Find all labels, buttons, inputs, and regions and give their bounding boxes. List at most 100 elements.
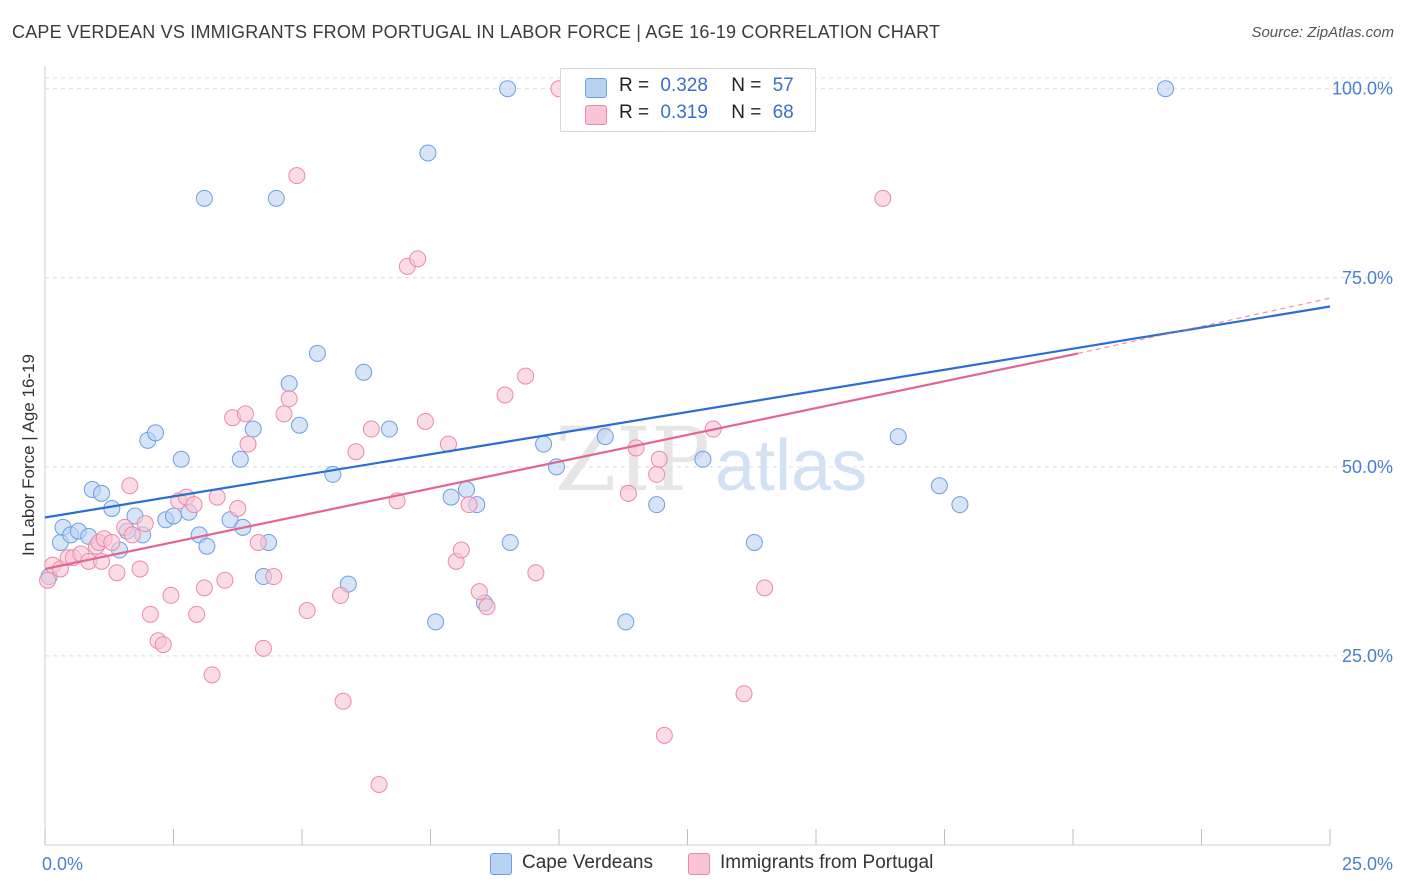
portugal-immigrant-point (141, 605, 159, 623)
portugal-immigrant-point (332, 586, 350, 604)
axes (44, 66, 1331, 846)
trend-lines (44, 297, 1331, 571)
cape-verdean-point (355, 363, 373, 381)
portugal-immigrant-point (648, 465, 666, 483)
portugal-immigrant-point (655, 726, 673, 744)
cape-verdean-point (535, 435, 553, 453)
cape-verdean-point (1157, 80, 1175, 98)
portugal-immigrant-point (123, 526, 141, 544)
portugal-immigrant-point (496, 386, 514, 404)
cape-verdean-point (308, 344, 326, 362)
cape-verdean-point (172, 450, 190, 468)
cape-verdean-point (457, 481, 475, 499)
cape-verdean-point (442, 488, 460, 506)
portugal-immigrant-point (249, 533, 267, 551)
portugal-immigrant-point (288, 167, 306, 185)
cape-verdean-point (231, 450, 249, 468)
n-label: N = (731, 75, 762, 96)
legend-label: Immigrants from Portugal (720, 852, 934, 873)
n-value: 57 (772, 75, 794, 96)
portugal-immigrant-point (334, 692, 352, 710)
portugal-immigrant-point (619, 484, 637, 502)
tick-labels: 25.0% 50.0% 75.0% 100.0% 0.0% 25.0% (42, 79, 1393, 874)
cape-verdean-point (244, 420, 262, 438)
cape-verdean-point (93, 484, 111, 502)
portugal-immigrant-point (216, 571, 234, 589)
r-label: R = (619, 75, 650, 96)
x-tick-label: 25.0% (1342, 854, 1393, 874)
cape-verdean-point (267, 189, 285, 207)
cape-verdean-point (195, 189, 213, 207)
cape-verdean-point (930, 477, 948, 495)
portugal-immigrant-point (188, 605, 206, 623)
portugal-immigrant-point (108, 564, 126, 582)
n-label: N = (731, 102, 762, 123)
cape-verdean-point (280, 375, 298, 393)
portugal-immigrant-point (185, 496, 203, 514)
portugal-immigrant-point (478, 598, 496, 616)
portugal-immigrant-point (239, 435, 257, 453)
y-tick-label: 50.0% (1342, 457, 1393, 477)
portugal-immigrant-point (103, 533, 121, 551)
y-axis-label: In Labor Force | Age 16-19 (19, 354, 38, 556)
cape-verdean-point (501, 533, 519, 551)
portugal-immigrant-point (298, 602, 316, 620)
portugal-immigrant-point (874, 189, 892, 207)
portugal-immigrant-point (203, 666, 221, 684)
portugal-immigrant-point (195, 579, 213, 597)
portugal-immigrant-point (208, 488, 226, 506)
portugal-immigrant-point (236, 405, 254, 423)
portugal-immigrant-trendline-extension (1078, 297, 1331, 354)
y-tick-label: 25.0% (1342, 646, 1393, 666)
portugal-immigrant-point (162, 586, 180, 604)
portugal-immigrant-point (452, 541, 470, 559)
cape-verdean-point (694, 450, 712, 468)
portugal-immigrant-point (517, 367, 535, 385)
portugal-immigrant-point (280, 390, 298, 408)
portugal-immigrant-point (627, 439, 645, 457)
portugal-immigrant-point (735, 685, 753, 703)
cape-verdean-point (596, 428, 614, 446)
cape-verdean-point (617, 613, 635, 631)
pink-swatch-icon (688, 853, 710, 875)
cape-verdean-point (419, 144, 437, 162)
cape-verdean-point (889, 428, 907, 446)
portugal-immigrant-point (370, 775, 388, 793)
portugal-immigrant-point (347, 443, 365, 461)
cape-verdean-point (951, 496, 969, 514)
legend-label: Cape Verdeans (522, 852, 653, 873)
x-tick-label: 0.0% (42, 854, 83, 874)
portugal-immigrant-point (121, 477, 139, 495)
y-tick-label: 75.0% (1342, 268, 1393, 288)
watermark-atlas: atlas (715, 426, 867, 506)
portugal-immigrant-point (416, 412, 434, 430)
cape-verdean-point (745, 533, 763, 551)
cape-verdean-point (499, 80, 517, 98)
y-tick-label: 100.0% (1332, 79, 1393, 99)
r-label: R = (619, 102, 650, 123)
portugal-immigrant-trendline (44, 352, 1079, 571)
r-value: 0.319 (660, 102, 708, 123)
n-value: 68 (772, 102, 794, 123)
gridlines (45, 77, 1392, 657)
data-points (39, 80, 1175, 793)
portugal-immigrant-point (527, 564, 545, 582)
portugal-immigrant-point (756, 579, 774, 597)
portugal-immigrant-point (131, 560, 149, 578)
portugal-immigrant-point (650, 450, 668, 468)
portugal-immigrant-point (470, 583, 488, 601)
correlation-legend: R = 0.328 N = 57 R = 0.319 N = 68 (560, 68, 816, 132)
cape-verdean-point (427, 613, 445, 631)
cape-verdean-point (147, 424, 165, 442)
chart-title: CAPE VERDEAN VS IMMIGRANTS FROM PORTUGAL… (12, 22, 941, 42)
cape-verdean-point (380, 420, 398, 438)
r-value: 0.328 (660, 75, 708, 96)
blue-swatch-icon (490, 853, 512, 875)
cape-verdean-point (165, 507, 182, 525)
portugal-immigrant-point (460, 496, 478, 514)
portugal-immigrant-point (229, 499, 247, 517)
blue-swatch-icon (585, 78, 607, 98)
cape-verdean-point (648, 496, 666, 514)
portugal-immigrant-point (275, 405, 293, 423)
